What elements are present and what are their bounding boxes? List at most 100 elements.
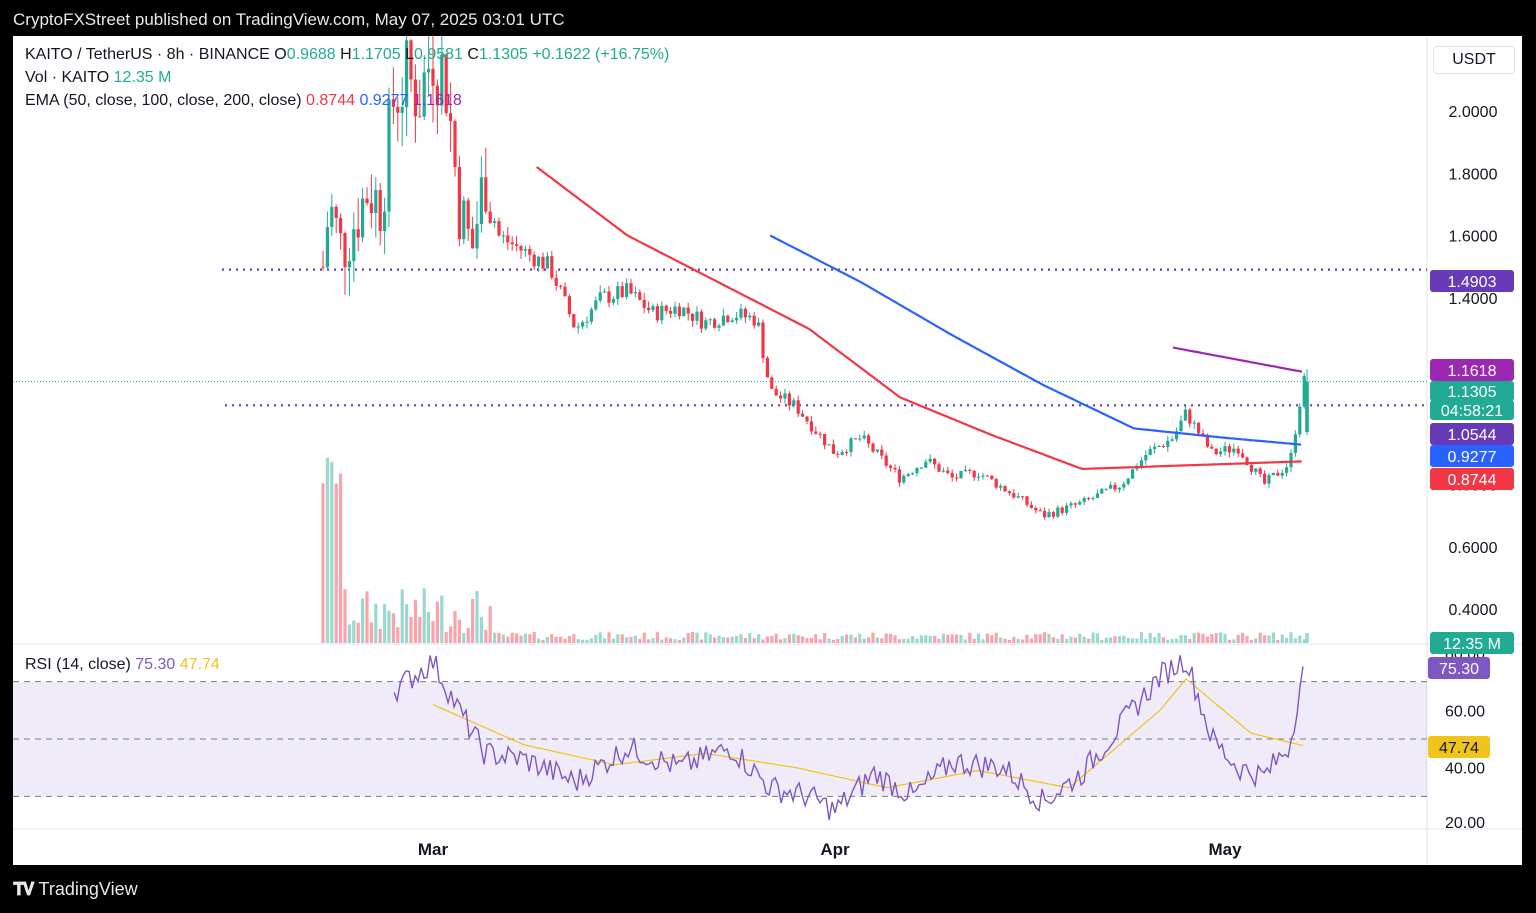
last-volume-bar xyxy=(1305,633,1309,643)
candle-body xyxy=(708,319,712,321)
volume-bar xyxy=(1241,632,1245,643)
volume-bar xyxy=(638,638,642,643)
candle-body xyxy=(897,469,901,483)
price-badge-text: 0.9277 xyxy=(1448,449,1497,466)
price-badge-bg xyxy=(1430,468,1514,490)
candle-body xyxy=(1069,503,1073,506)
volume-bar xyxy=(1007,639,1011,643)
time-axis-label: Mar xyxy=(418,840,449,859)
currency-button[interactable]: USDT xyxy=(1433,46,1515,74)
price-badge-text: 1.0544 xyxy=(1448,427,1497,444)
price-badge-text: 04:58:21 xyxy=(1441,403,1503,420)
volume-bar xyxy=(435,601,439,643)
volume-bar xyxy=(946,634,950,643)
candle-body xyxy=(783,393,787,399)
volume-bar xyxy=(1060,634,1064,643)
chart-panel[interactable]: 2.00001.80001.60001.40000.80000.60000.40… xyxy=(13,36,1522,865)
volume-bar xyxy=(1095,633,1099,643)
volume-bar xyxy=(484,629,488,643)
volume-bar xyxy=(673,639,677,643)
tradingview-logo[interactable]: 𝐓𝐕 TradingView xyxy=(13,879,138,900)
low-value: 0.9581 xyxy=(413,46,463,63)
volume-bar xyxy=(1219,632,1223,643)
close-value: 1.1305 xyxy=(478,46,528,63)
volume-bar xyxy=(1166,639,1170,643)
candle-body xyxy=(1034,507,1038,511)
volume-bar xyxy=(823,633,827,643)
candle-body xyxy=(1236,448,1240,454)
candle-body xyxy=(387,99,391,212)
candle-body xyxy=(1210,446,1214,449)
candle-body xyxy=(444,54,448,114)
candle-body xyxy=(528,248,532,255)
volume-bar xyxy=(1082,636,1086,643)
volume-bar xyxy=(1227,639,1231,643)
volume-bar xyxy=(765,636,769,643)
candle-body xyxy=(449,113,453,122)
volume-bar xyxy=(1232,639,1236,643)
rsi-ma-value: 47.74 xyxy=(179,656,220,673)
rsi-tick-label: 40.00 xyxy=(1445,761,1485,778)
candle-body xyxy=(796,400,800,414)
candle-body xyxy=(365,198,369,204)
candle-body xyxy=(550,256,554,278)
volume-bar xyxy=(409,616,413,643)
rsi-badge-bg xyxy=(1428,657,1490,679)
volume-bar xyxy=(1029,638,1033,643)
tradingview-logo-icon: 𝐓𝐕 xyxy=(13,879,34,899)
candle-body xyxy=(963,469,967,471)
candle-body xyxy=(1183,409,1187,421)
candle-body xyxy=(1267,475,1271,484)
volume-bar xyxy=(919,635,923,643)
candle-body xyxy=(1047,512,1051,518)
candle-body xyxy=(466,200,470,229)
volume-bar xyxy=(1073,637,1077,643)
volume-bar xyxy=(519,635,523,643)
candle-body xyxy=(1144,455,1148,461)
candle-body xyxy=(691,313,695,321)
candle-body xyxy=(933,458,937,465)
volume-label[interactable]: Vol · KAITO xyxy=(25,69,110,86)
volume-bar xyxy=(871,632,875,643)
chart-svg[interactable]: 2.00001.80001.60001.40000.80000.60000.40… xyxy=(13,36,1522,865)
candle-body xyxy=(761,322,765,358)
volume-bar xyxy=(928,635,932,643)
price-badge: 1.4903 xyxy=(1430,270,1514,292)
candle-body xyxy=(418,116,422,118)
volume-bar xyxy=(387,610,391,643)
volume-bar xyxy=(677,639,681,643)
candle-body xyxy=(717,325,721,328)
price-badge-bg xyxy=(1430,359,1514,381)
volume-bar xyxy=(383,603,387,643)
candle-body xyxy=(677,306,681,317)
volume-bar xyxy=(647,639,651,643)
ema-label[interactable]: EMA (50, close, 100, close, 200, close) xyxy=(25,92,302,109)
candle-body xyxy=(1205,434,1209,447)
candle-body xyxy=(563,286,567,297)
candle-body xyxy=(515,244,519,246)
candle-body xyxy=(453,121,457,168)
price-badge: 12.35 M xyxy=(1430,632,1514,654)
candle-body xyxy=(840,452,844,455)
candle-body xyxy=(651,306,655,311)
candle-body xyxy=(739,308,743,318)
candle-body xyxy=(1153,446,1157,449)
candle-body xyxy=(440,54,444,106)
candle-body xyxy=(686,307,690,314)
rsi-label[interactable]: RSI (14, close) xyxy=(25,656,131,673)
candle-body xyxy=(695,311,699,321)
candle-body xyxy=(906,473,910,476)
volume-bar xyxy=(831,639,835,643)
volume-bar xyxy=(1188,639,1192,643)
candle-body xyxy=(1122,483,1126,488)
candle-body xyxy=(1139,460,1143,468)
candle-body xyxy=(757,322,761,326)
candle-body xyxy=(743,308,747,318)
volume-bar xyxy=(625,637,629,643)
symbol-label[interactable]: KAITO / TetherUS · 8h · BINANCE xyxy=(25,46,270,63)
volume-bar xyxy=(493,632,497,643)
price-badge-text: 1.4903 xyxy=(1448,274,1497,291)
volume-bar xyxy=(466,628,470,643)
volume-bar xyxy=(911,636,915,643)
candle-body xyxy=(545,256,549,269)
